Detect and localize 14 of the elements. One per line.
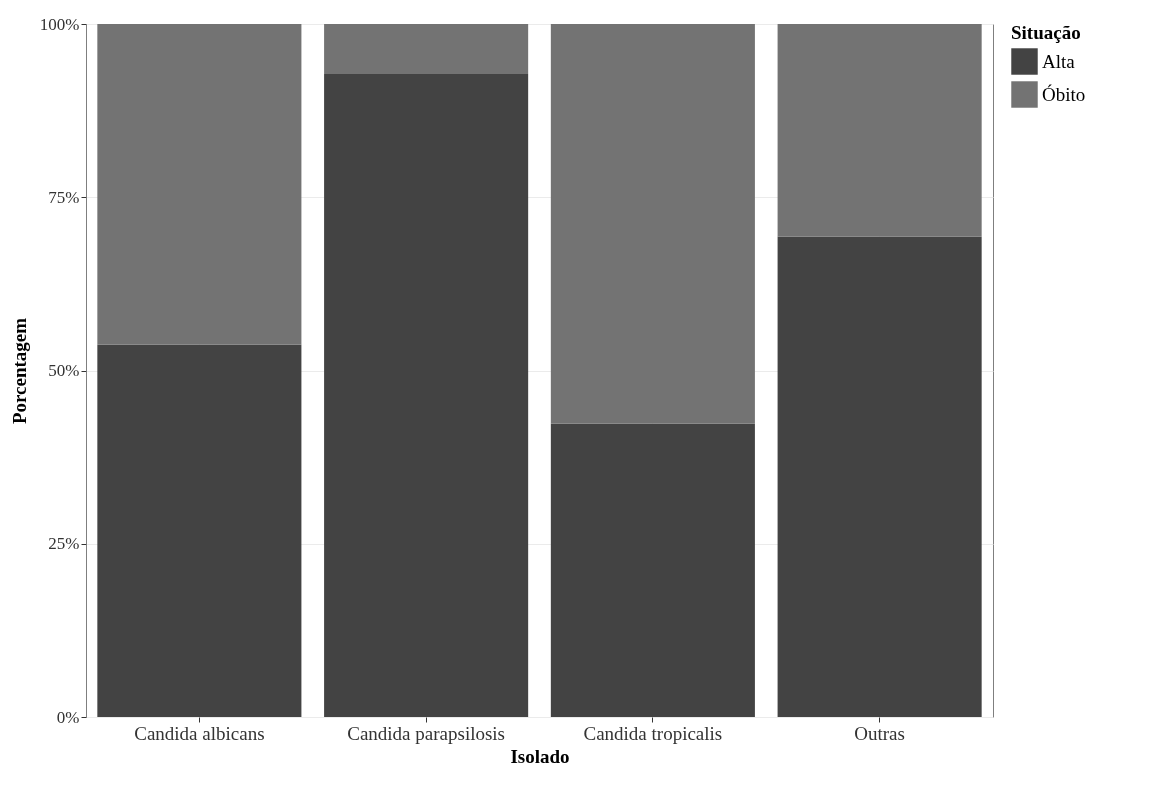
x-axis-title: Isolado <box>510 745 570 767</box>
legend-title: Situação <box>1011 22 1081 43</box>
y-tick-label: 75% <box>48 187 80 207</box>
x-tick-label: Candida albicans <box>134 722 265 744</box>
x-tick-label: Outras <box>854 722 905 744</box>
legend-label: Alta <box>1042 50 1076 72</box>
x-tick-label: Candida tropicalis <box>583 722 723 744</box>
legend-label: Óbito <box>1042 83 1086 105</box>
x-tick-label: Candida parapsilosis <box>347 722 506 744</box>
y-tick-label: 0% <box>56 707 80 727</box>
y-tick-label: 100% <box>39 14 80 34</box>
y-tick-label: 50% <box>48 361 80 380</box>
y-tick-label: 25% <box>48 534 80 554</box>
y-axis-title: Porcentagem <box>8 317 30 425</box>
